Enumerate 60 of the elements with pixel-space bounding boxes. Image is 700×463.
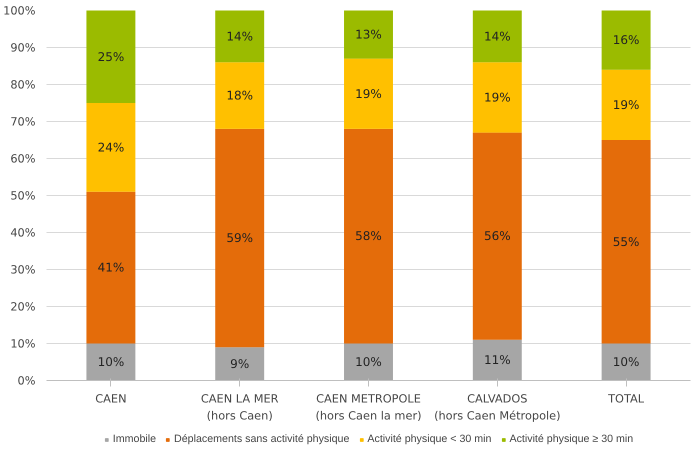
data-label: 10% xyxy=(355,355,382,369)
bar xyxy=(86,344,136,380)
bar xyxy=(472,10,522,62)
bar xyxy=(344,128,393,344)
y-tick-label: 10% xyxy=(10,336,36,350)
y-tick-label: 80% xyxy=(10,78,36,92)
bar xyxy=(472,62,522,133)
x-tick-label: TOTAL xyxy=(607,392,645,406)
data-label: 19% xyxy=(355,86,382,101)
data-label: 58% xyxy=(355,229,382,244)
data-label: 11% xyxy=(484,353,511,368)
legend-label: Déplacements sans activité physique xyxy=(174,433,350,445)
y-tick-label: 50% xyxy=(10,188,36,202)
data-label: 10% xyxy=(612,355,640,369)
data-label: 9% xyxy=(230,356,250,371)
data-label: 19% xyxy=(612,98,640,112)
data-label: 41% xyxy=(98,260,124,275)
legend-label: Activité physique ≥ 30 min xyxy=(509,433,634,445)
x-tick-label: CALVADOS (hors Caen Métropole) xyxy=(434,392,561,422)
bar xyxy=(602,70,651,140)
y-tick-label: 70% xyxy=(10,114,36,128)
bar xyxy=(86,192,136,344)
bar xyxy=(86,103,136,192)
y-tick-label: 0% xyxy=(18,374,36,388)
bar xyxy=(472,132,522,340)
bar xyxy=(602,10,651,70)
data-label: 25% xyxy=(98,50,124,64)
data-label: 14% xyxy=(484,29,511,44)
y-tick-label: 100% xyxy=(3,4,36,18)
bar xyxy=(344,344,393,380)
bar xyxy=(215,128,264,348)
data-label: 10% xyxy=(98,355,124,369)
y-tick-label: 60% xyxy=(10,152,36,166)
bar xyxy=(215,347,264,380)
data-label: 14% xyxy=(226,29,254,44)
bar xyxy=(472,340,522,380)
bar xyxy=(602,140,651,344)
bar xyxy=(602,344,651,380)
data-label: 16% xyxy=(612,33,640,48)
bar xyxy=(215,10,264,62)
x-tick-label: CAEN xyxy=(95,392,127,406)
x-tick-label: CAEN LA MER (hors Caen) xyxy=(200,392,279,422)
legend-label: Activité physique < 30 min xyxy=(367,433,492,445)
bar xyxy=(86,10,136,103)
bar xyxy=(344,10,393,59)
data-label: 56% xyxy=(484,229,511,244)
data-label: 19% xyxy=(484,90,511,104)
y-tick-label: 90% xyxy=(10,40,36,54)
bar xyxy=(344,58,393,129)
legend-label: Immobile xyxy=(112,433,156,445)
data-label: 59% xyxy=(226,231,254,246)
bar xyxy=(215,62,264,129)
y-tick-label: 20% xyxy=(10,300,36,314)
y-tick-label: 40% xyxy=(10,226,36,240)
data-label: 24% xyxy=(98,140,124,154)
y-tick-label: 30% xyxy=(10,262,36,276)
data-label: 55% xyxy=(612,234,640,249)
data-label: 18% xyxy=(226,88,254,103)
data-label: 13% xyxy=(355,28,382,42)
x-tick-label: CAEN METROPOLE (hors Caen la mer) xyxy=(315,392,422,422)
